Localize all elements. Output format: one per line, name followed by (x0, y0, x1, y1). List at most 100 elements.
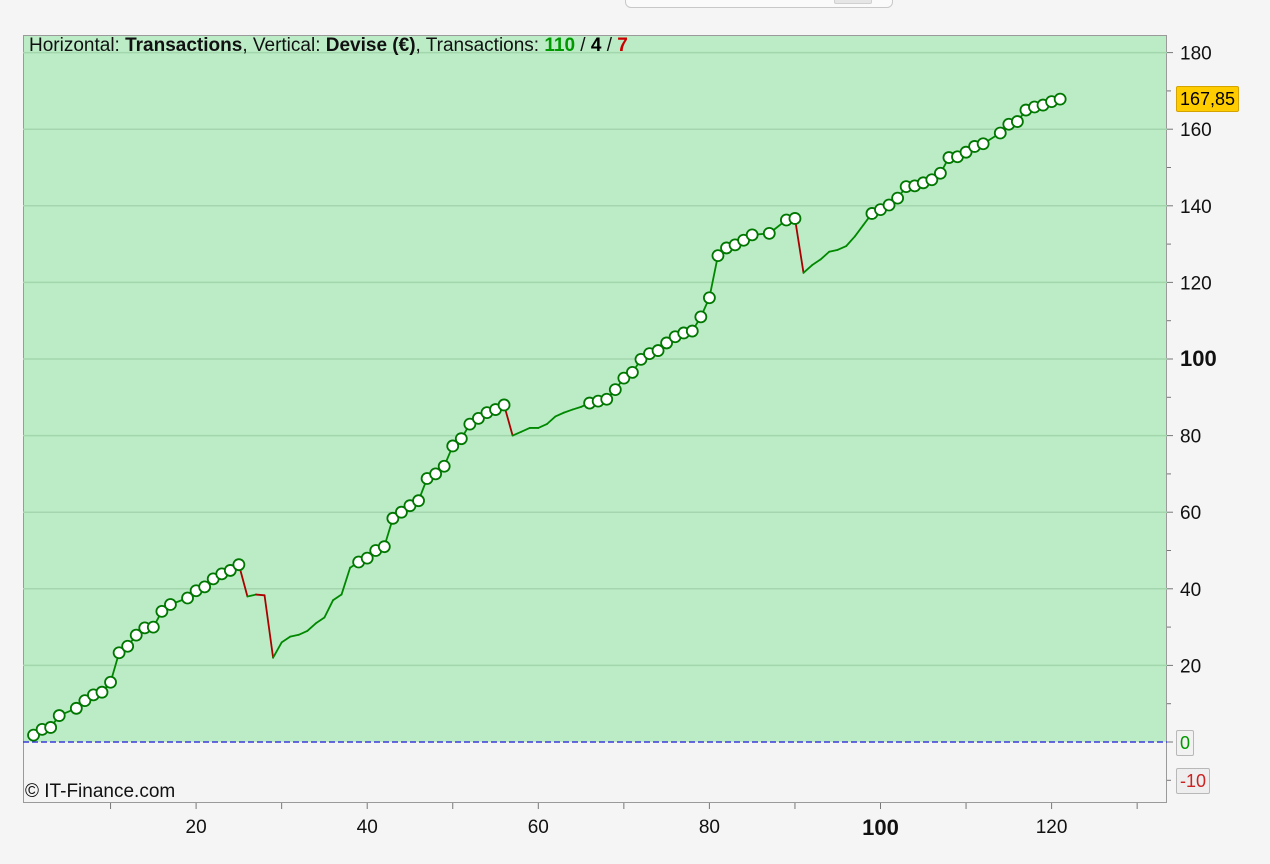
positive-zone (23, 35, 1167, 742)
data-point (44, 721, 58, 734)
data-point (181, 591, 194, 605)
legend-vertical-label: , Vertical: (242, 35, 326, 56)
data-point (377, 540, 391, 554)
plot-area (23, 35, 1167, 803)
grid (23, 51, 1167, 743)
series-segment (811, 258, 822, 267)
data-point (95, 685, 109, 699)
y-tick-label: 80 (1180, 427, 1201, 448)
x-axis: 20 40 60 80 100 120 (110, 803, 1138, 840)
series-segment (545, 415, 557, 426)
data-point (446, 439, 460, 453)
copyright-text: © IT-Finance.com (25, 781, 176, 802)
series-segment (306, 622, 317, 632)
data-point (1053, 92, 1067, 106)
data-point (976, 137, 990, 151)
negative-level-badge: -10 (1176, 768, 1211, 794)
data-point (437, 459, 451, 473)
x-tick-label: 20 (186, 817, 207, 838)
negative-zone (23, 742, 1167, 803)
series-segment (853, 224, 865, 238)
data-point (703, 291, 716, 305)
y-tick-label: 60 (1180, 503, 1201, 524)
data-point (1010, 115, 1024, 128)
data-point (463, 417, 477, 431)
x-tick-label: 80 (699, 817, 720, 838)
x-tick-label: 60 (528, 817, 549, 838)
data-point (608, 383, 622, 397)
data-point (472, 411, 485, 425)
series-segment (272, 641, 283, 659)
legend-horizontal-label: Horizontal: (29, 35, 126, 56)
data-point (993, 126, 1007, 140)
data-point (146, 620, 160, 634)
top-tab[interactable] (625, 0, 893, 8)
data-point (651, 344, 665, 357)
series-segment (332, 593, 343, 602)
data-point (412, 494, 425, 508)
data-point (617, 371, 631, 385)
y-tick-label: 100 (1180, 346, 1217, 371)
chart-legend: Horizontal: Transactions, Vertical: Devi… (29, 35, 628, 57)
series-segment (280, 635, 292, 644)
legend-count-losing: 7 (617, 35, 628, 56)
series-segment (708, 254, 719, 299)
series-segment (246, 593, 257, 598)
legend-count-total: 110 (544, 35, 576, 56)
series-segment (802, 264, 813, 274)
legend-count-neutral: 4 (590, 35, 602, 56)
legend-transactions-label: , Transactions: (415, 35, 545, 56)
series-segment (828, 248, 839, 253)
series-segment (554, 411, 565, 418)
series-segment (255, 593, 266, 597)
zero-level-badge: 0 (1176, 730, 1195, 756)
data-point (959, 145, 973, 159)
data-point (155, 604, 169, 618)
data-point (360, 551, 374, 565)
data-point (129, 628, 143, 642)
series-markers (27, 92, 1067, 742)
data-point (745, 228, 759, 242)
series-segment (794, 217, 805, 274)
data-point (78, 694, 92, 708)
series-segment (289, 633, 300, 638)
legend-vertical-value: Devise (€) (325, 35, 416, 56)
series-segment (314, 616, 326, 625)
plot-border (23, 35, 1167, 803)
x-tick-label: 120 (1036, 817, 1068, 838)
data-point (685, 324, 699, 338)
data-point (788, 212, 802, 225)
data-point (762, 226, 776, 240)
data-point (52, 709, 66, 722)
series-segment (563, 408, 574, 414)
data-point (933, 166, 947, 180)
data-point (232, 558, 246, 572)
series-segment (571, 405, 582, 411)
data-point (198, 580, 212, 594)
data-point (429, 467, 443, 481)
series-segment (297, 630, 309, 636)
data-point (386, 511, 400, 525)
data-point (660, 336, 674, 350)
data-point (694, 310, 708, 324)
legend-horizontal-value: Transactions (125, 35, 243, 56)
series-segment (836, 245, 848, 251)
y-tick-label: 140 (1180, 197, 1212, 218)
y-tick-label: 180 (1180, 44, 1212, 65)
x-tick-label: 40 (357, 817, 378, 838)
data-point (121, 639, 135, 653)
series-segment (340, 566, 351, 596)
series-segment (845, 235, 856, 247)
legend-separator-2: / (601, 35, 618, 56)
data-point (925, 173, 939, 187)
series-segment (511, 430, 523, 437)
data-point (69, 701, 83, 715)
data-point (600, 392, 614, 406)
series-segment (263, 594, 274, 659)
y-tick-label: 40 (1180, 580, 1201, 601)
series-segment (323, 599, 334, 619)
series-segment (537, 423, 548, 429)
data-point (27, 728, 40, 742)
y-tick-label: 120 (1180, 273, 1212, 294)
